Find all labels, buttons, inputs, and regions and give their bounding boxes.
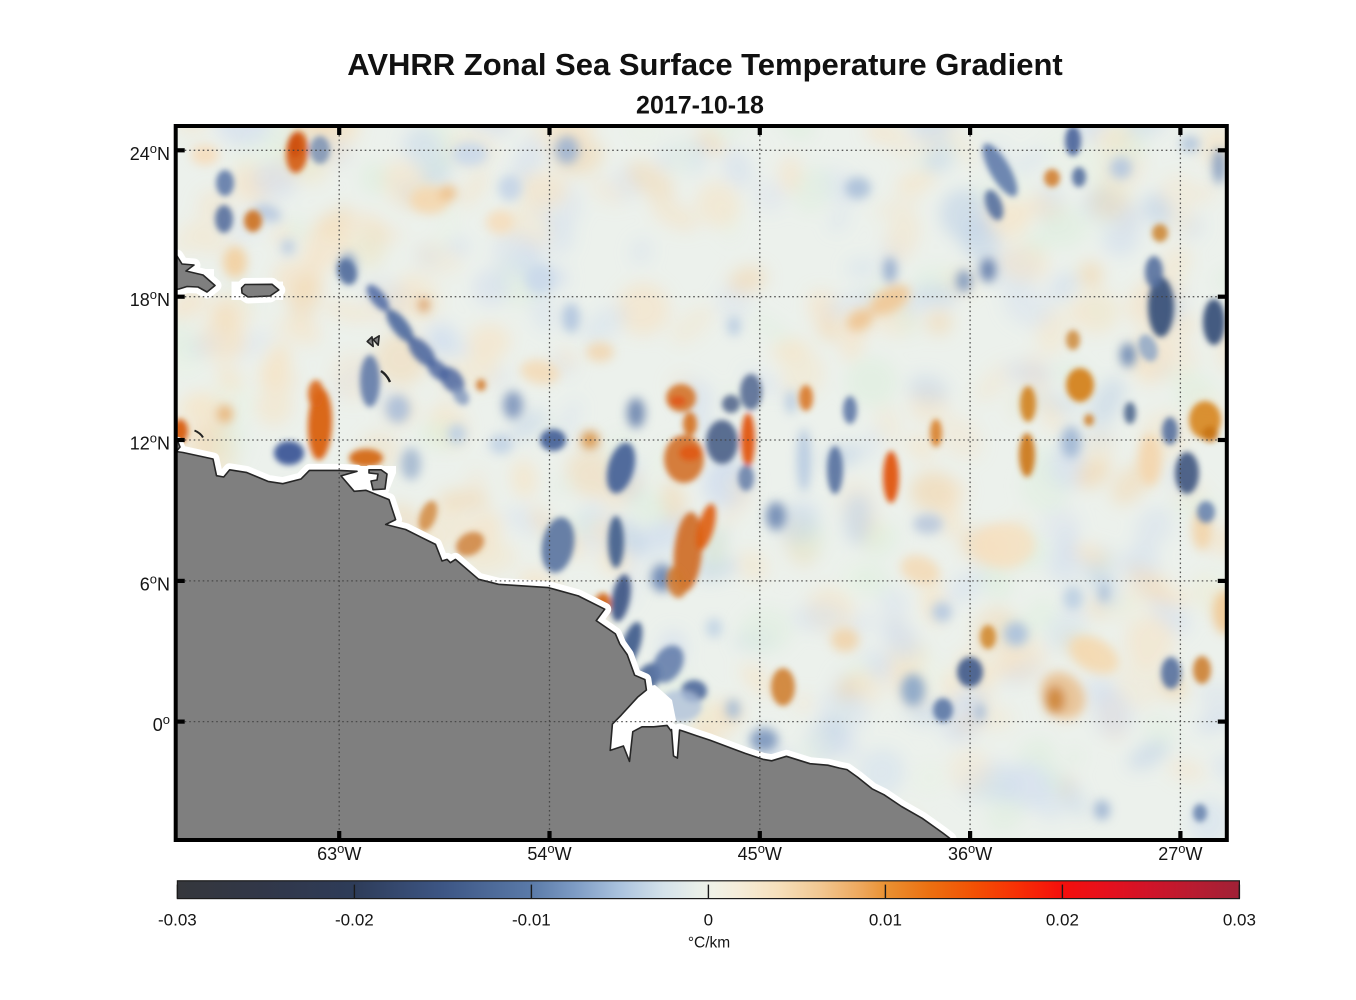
svg-text:27oW: 27oW [1158,841,1202,864]
svg-text:36oW: 36oW [948,841,992,864]
svg-text:18oN: 18oN [130,287,170,310]
svg-text:0.03: 0.03 [1223,911,1256,930]
svg-text:0.02: 0.02 [1046,911,1079,930]
svg-text:24oN: 24oN [130,141,170,164]
svg-text:2017-10-18: 2017-10-18 [636,92,764,120]
svg-text:-0.02: -0.02 [335,911,374,930]
svg-text:°C/km: °C/km [688,935,730,952]
svg-text:AVHRR Zonal Sea Surface Temper: AVHRR Zonal Sea Surface Temperature Grad… [347,47,1062,82]
svg-text:6oN: 6oN [140,571,170,594]
svg-text:0.01: 0.01 [869,911,902,930]
svg-text:-0.03: -0.03 [158,911,197,930]
svg-text:45oW: 45oW [738,841,782,864]
svg-text:54oW: 54oW [527,841,571,864]
svg-text:0: 0 [704,911,713,930]
svg-text:12oN: 12oN [130,431,170,454]
svg-text:-0.01: -0.01 [512,911,551,930]
svg-text:63oW: 63oW [317,841,361,864]
